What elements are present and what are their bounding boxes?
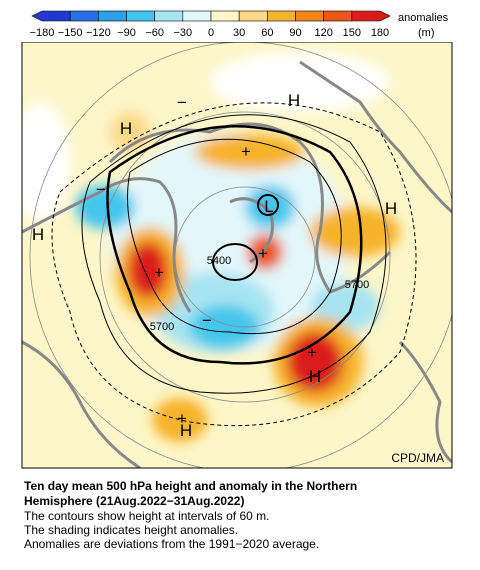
colorbar-tick-label: −120 xyxy=(86,27,111,39)
plus: + xyxy=(241,142,251,161)
colorbar-segment xyxy=(31,10,71,22)
colorbar-unit: (m) xyxy=(418,27,435,39)
contour-label: 5400 xyxy=(207,255,231,267)
low: L xyxy=(264,197,273,216)
coastlines xyxy=(22,60,452,468)
colorbar-tick-label: −150 xyxy=(58,27,83,39)
minus: − xyxy=(177,93,187,112)
colorbar-tick-label: 120 xyxy=(314,27,332,39)
colorbar-segment xyxy=(98,10,127,22)
colorbar-tick-label: 150 xyxy=(343,27,361,39)
map: H H H H H H L 5400 5700 5700 − − − + + +… xyxy=(21,42,453,469)
colorbar-segment xyxy=(267,10,296,22)
high: H xyxy=(309,367,321,386)
credit: CPD/JMA xyxy=(391,451,444,465)
colorbar-segment xyxy=(295,10,324,22)
colorbar-segment xyxy=(154,10,184,22)
contour-label: 5700 xyxy=(345,279,369,291)
latitude-circles xyxy=(29,42,452,468)
colorbar-tick-label: −180 xyxy=(30,27,55,39)
colorbar: anomalies (m) −180 −150 −120 −90 −60 −30 0 30 60… xyxy=(30,10,449,39)
plus: + xyxy=(307,343,317,362)
minus: − xyxy=(96,180,106,199)
high: H xyxy=(385,199,397,218)
caption-title: Ten day mean 500 hPa height and anomaly … xyxy=(24,479,358,493)
colorbar-segment xyxy=(182,10,212,22)
colorbar-tick-label: 180 xyxy=(371,27,389,39)
colorbar-segment xyxy=(69,10,99,22)
colorbar-segment xyxy=(323,10,353,22)
caption-note: The shading indicates height anomalies. xyxy=(24,523,239,537)
colorbar-segment xyxy=(351,10,391,22)
high: H xyxy=(120,119,132,138)
colorbar-segment xyxy=(238,10,268,22)
high: H xyxy=(288,91,300,110)
height-contours xyxy=(51,102,417,427)
caption-note: The contours show height at intervals of… xyxy=(24,509,270,523)
plus: + xyxy=(177,409,187,428)
colorbar-segment xyxy=(210,10,240,22)
map-area xyxy=(22,42,452,468)
colorbar-label: anomalies xyxy=(398,12,449,24)
labels: H H H H H H L 5400 5700 5700 − − − + + +… xyxy=(32,91,444,465)
colorbar-tick-label: 30 xyxy=(233,27,245,39)
colorbar-segment xyxy=(126,10,155,22)
caption-note: Anomalies are deviations from the 1991−2… xyxy=(24,537,320,551)
high: H xyxy=(180,421,192,440)
map-frame xyxy=(21,42,453,469)
plus: + xyxy=(154,263,164,282)
colorbar-tick-label: −30 xyxy=(173,27,192,39)
caption-title: Hemisphere (21Aug.2022−31Aug.2022) xyxy=(24,494,245,508)
colorbar-tick-label: −90 xyxy=(117,27,136,39)
minus: − xyxy=(202,311,212,330)
high: H xyxy=(32,225,44,244)
colorbar-tick-label: 0 xyxy=(208,27,214,39)
colorbar-tick-label: 60 xyxy=(261,27,273,39)
colorbar-tick-label: −60 xyxy=(145,27,164,39)
plus: + xyxy=(258,244,268,263)
contour-label: 5700 xyxy=(150,321,174,333)
colorbar-tick-label: 90 xyxy=(289,27,301,39)
